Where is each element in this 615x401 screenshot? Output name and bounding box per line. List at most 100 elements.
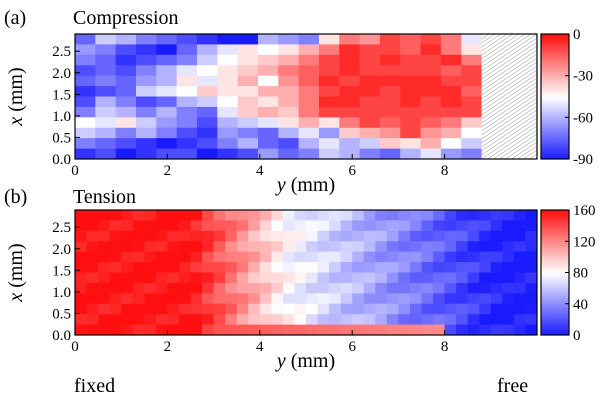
colorbar-step	[541, 276, 569, 280]
heat-cell	[259, 220, 272, 232]
heat-cell	[525, 251, 538, 263]
heat-cell	[236, 272, 249, 284]
heat-cell	[479, 282, 492, 294]
heat-cell	[190, 251, 203, 263]
heat-cell	[236, 314, 249, 325]
heat-cell	[352, 251, 365, 263]
heat-cell	[398, 230, 411, 242]
heat-cell	[282, 251, 295, 263]
heat-cell	[257, 34, 279, 45]
x-tick-label: 0	[71, 163, 79, 179]
heat-cell	[95, 148, 117, 160]
heat-cell	[340, 303, 353, 315]
colorbar-step	[541, 299, 569, 303]
heat-cell	[513, 262, 526, 273]
heat-cell	[444, 230, 457, 242]
heat-cell	[121, 251, 134, 263]
heat-cell	[467, 220, 480, 232]
heat-cell	[98, 282, 111, 294]
heat-cell	[375, 251, 388, 263]
colorbar-step	[541, 36, 569, 39]
heat-cell	[156, 44, 178, 56]
colorbar-step	[541, 310, 569, 313]
heat-cell	[217, 127, 239, 139]
heat-cell	[398, 251, 411, 263]
heat-cell	[340, 230, 353, 242]
heat-cell	[156, 138, 178, 149]
heat-cell	[135, 54, 157, 66]
heat-cell	[155, 230, 168, 242]
heat-cell	[75, 34, 96, 45]
heat-cell	[156, 96, 178, 108]
y-tick-label: 0.0	[52, 328, 71, 344]
heat-cell	[86, 220, 99, 232]
heat-cell	[375, 220, 388, 232]
heat-cell	[237, 96, 259, 108]
heat-cell	[461, 65, 482, 77]
heat-cell	[109, 241, 122, 253]
y-tick-label: 1.5	[52, 87, 71, 103]
heat-cell	[294, 241, 307, 253]
heat-cell	[400, 65, 421, 77]
heat-cell	[115, 127, 137, 139]
heat-cell	[467, 210, 480, 221]
colorbar-step	[541, 272, 569, 276]
heat-cell	[479, 272, 492, 284]
colorbar-step	[541, 332, 569, 336]
heat-cell	[409, 282, 422, 294]
colorbar-step	[541, 253, 569, 257]
heat-cell	[135, 75, 157, 87]
heat-cell	[502, 303, 515, 315]
heat-cell	[115, 75, 137, 87]
heat-cell	[75, 75, 96, 87]
heat-cell	[236, 262, 249, 273]
heat-cell	[109, 272, 122, 284]
heat-cell	[156, 86, 178, 97]
heat-cell	[502, 293, 515, 305]
colorbar-step	[541, 84, 569, 87]
heat-cell	[109, 303, 122, 315]
colorbar-step	[541, 264, 569, 267]
colorbar-step	[541, 152, 569, 156]
heat-cell	[398, 241, 411, 253]
heat-cell	[98, 303, 111, 315]
heat-cell	[86, 262, 99, 273]
heat-cell	[109, 210, 122, 221]
heat-cell	[196, 148, 218, 160]
heat-cell	[352, 262, 365, 273]
heat-cell	[278, 75, 300, 87]
heat-cell	[340, 210, 353, 221]
heat-cell	[298, 127, 320, 139]
heat-cell	[420, 54, 442, 66]
heat-cell	[213, 210, 226, 221]
colorbar-step	[541, 140, 569, 143]
heat-cell	[167, 314, 180, 325]
y-axis-label: x (mm)	[5, 67, 27, 126]
heat-cell	[400, 44, 421, 56]
heat-cell	[178, 314, 191, 325]
heat-cell	[167, 282, 180, 294]
heat-cell	[248, 272, 261, 284]
heat-cell	[155, 251, 168, 263]
heat-cell	[225, 282, 238, 294]
colorbar-tick-label: 80	[573, 266, 588, 282]
heat-cell	[318, 148, 340, 160]
colorbar-step	[541, 257, 569, 261]
heat-cell	[352, 293, 365, 305]
heat-cell	[156, 127, 178, 139]
heat-cell	[115, 34, 137, 45]
heat-cell	[86, 272, 99, 284]
colorbar-step	[541, 241, 569, 244]
heat-cell	[298, 117, 320, 129]
heat-cell	[490, 272, 503, 284]
heat-cell	[525, 210, 538, 221]
heat-cell	[278, 44, 300, 56]
heat-cell	[456, 293, 469, 305]
heat-cell	[400, 34, 421, 45]
heat-cell	[421, 210, 434, 221]
colorbar-step	[541, 289, 569, 292]
colorbar-step	[541, 287, 569, 290]
colorbar-step	[541, 77, 569, 81]
heat-cell	[282, 303, 295, 315]
colorbar-step	[541, 106, 569, 110]
